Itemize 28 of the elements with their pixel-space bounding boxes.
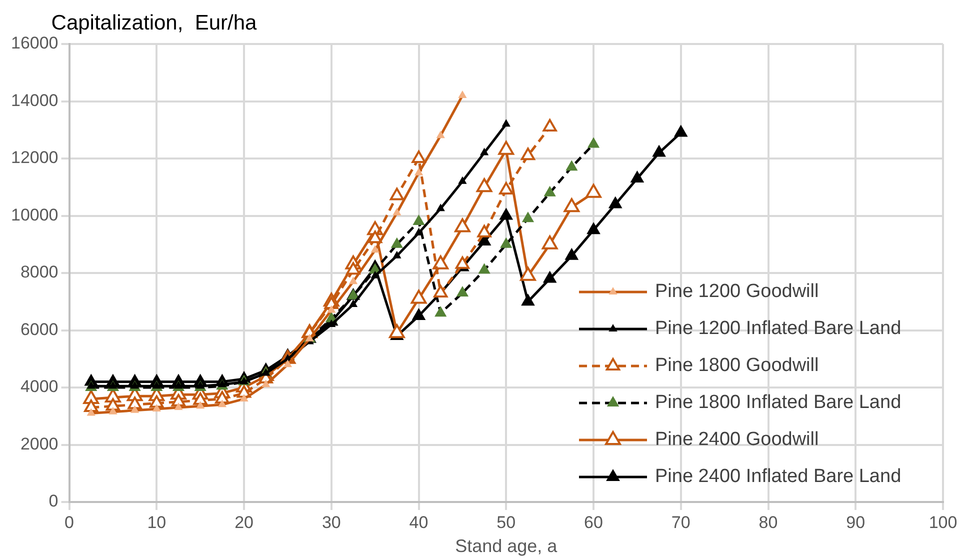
y-tick-label: 8000 [20,262,58,282]
x-axis-title: Stand age, a [455,536,558,556]
legend-label: Pine 1200 Inflated Bare Land [655,318,902,340]
y-tick-label: 0 [48,492,58,511]
y-tick-label: 10000 [10,205,58,224]
x-tick-label: 100 [928,512,958,532]
y-tick-label: 12000 [10,148,58,168]
x-tick-label: 70 [671,512,690,532]
x-tick-label: 10 [147,512,166,532]
y-tick-label: 2000 [20,434,58,454]
legend-label: Pine 1800 Inflated Bare Land [655,392,902,414]
x-tick-label: 40 [409,512,428,532]
y-tick-label: 6000 [20,320,58,339]
x-tick-label: 20 [234,512,254,532]
x-tick-label: 0 [64,512,74,532]
x-tick-label: 60 [584,512,603,532]
x-tick-label: 90 [846,512,866,532]
x-tick-label: 50 [496,512,516,532]
legend-label: Pine 1800 Goodwill [655,355,819,376]
y-axis-title: Capitalization, Eur/ha [51,11,258,34]
legend-label: Pine 1200 Goodwill [655,281,819,302]
x-tick-label: 80 [758,512,778,532]
y-tick-label: 4000 [20,377,58,396]
legend-label: Pine 2400 Inflated Bare Land [655,466,902,488]
y-tick-label: 16000 [10,34,58,53]
legend-label: Pine 2400 Goodwill [655,429,819,450]
x-tick-label: 30 [322,512,341,532]
y-tick-label: 14000 [10,90,58,110]
